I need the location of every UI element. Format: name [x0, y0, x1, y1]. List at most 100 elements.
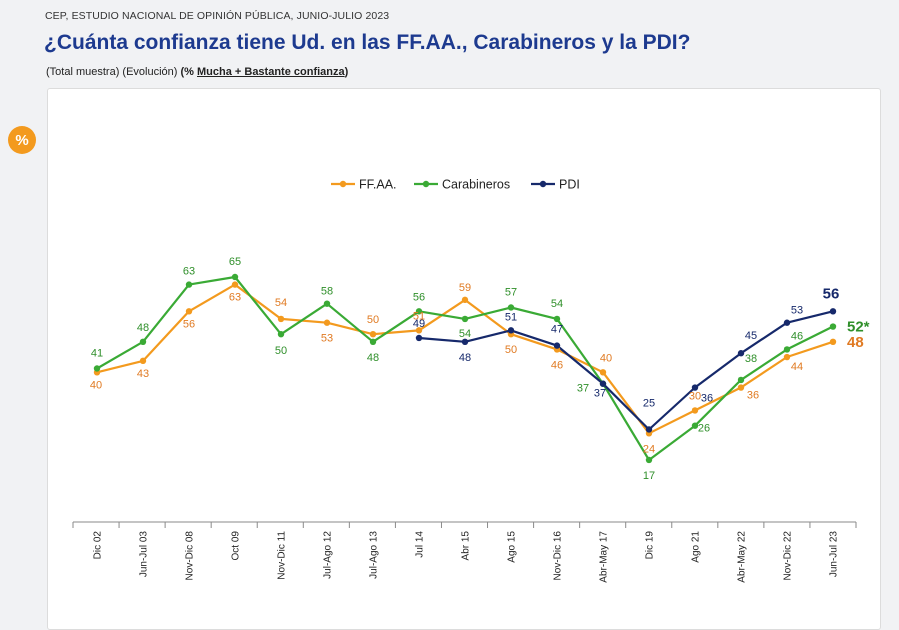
x-tick-label: Jun-Jul 23	[829, 531, 840, 578]
subtitle-emphasis: Mucha + Bastante confianza	[197, 66, 345, 78]
data-point	[829, 308, 837, 315]
data-label: 48	[367, 352, 379, 364]
x-tick-label: Jul 14	[415, 531, 426, 558]
final-value-label: 56	[823, 285, 840, 302]
x-tick-label: Abr 15	[461, 531, 472, 561]
legend-swatch-marker	[339, 180, 347, 188]
data-label: 59	[459, 282, 471, 294]
x-tick-label: Oct 09	[231, 531, 242, 561]
data-label: 37	[594, 388, 606, 400]
data-point	[323, 319, 331, 326]
data-point	[829, 323, 837, 330]
data-point	[507, 304, 515, 311]
data-label: 63	[183, 266, 195, 278]
data-label: 47	[551, 324, 563, 336]
percent-icon: %	[8, 126, 36, 154]
x-tick-label: Nov-Dic 08	[185, 531, 196, 581]
data-point	[645, 426, 653, 433]
data-label: 46	[791, 330, 803, 342]
subtitle: (Total muestra) (Evolución) (% Mucha + B…	[46, 66, 348, 78]
x-tick-label: Ago 15	[507, 531, 518, 563]
series-line-2	[418, 310, 834, 431]
data-point	[737, 384, 745, 391]
data-point	[645, 456, 653, 464]
data-point	[231, 273, 239, 281]
data-label: 44	[791, 361, 803, 373]
data-label: 65	[229, 256, 241, 268]
data-point	[139, 357, 147, 365]
data-point	[691, 384, 699, 391]
data-label: 49	[413, 318, 425, 330]
x-tick-label: Nov-Dic 11	[277, 531, 288, 580]
data-label: 58	[321, 286, 333, 298]
legend-label: PDI	[559, 178, 580, 192]
x-tick-label: Jul-Ago 12	[323, 531, 334, 579]
data-point	[829, 338, 837, 345]
data-label: 51	[505, 311, 517, 323]
x-tick-label: Abr-May 22	[737, 531, 748, 583]
data-point	[185, 308, 193, 315]
data-label: 57	[505, 286, 517, 298]
data-label: 54	[275, 297, 287, 309]
data-label: 36	[701, 393, 713, 405]
data-point	[323, 300, 331, 307]
data-point	[139, 338, 147, 345]
data-label: 46	[551, 359, 563, 371]
data-label: 45	[745, 330, 757, 342]
data-point	[737, 376, 745, 384]
source-note: CEP, ESTUDIO NACIONAL DE OPINIÓN PÚBLICA…	[45, 10, 390, 22]
data-label: 38	[745, 353, 757, 365]
data-label: 36	[747, 390, 759, 402]
data-label: 50	[367, 314, 379, 326]
data-label: 26	[698, 423, 710, 435]
data-point	[783, 346, 791, 353]
legend-label: Carabineros	[442, 178, 510, 192]
data-point	[599, 369, 607, 376]
data-point	[737, 350, 745, 357]
subtitle-prefix: (Total muestra) (Evolución)	[46, 66, 181, 78]
data-point	[277, 330, 285, 338]
data-point	[691, 407, 699, 414]
data-point	[415, 334, 423, 342]
legend-swatch-marker	[422, 180, 430, 188]
x-tick-label: Jul-Ago 13	[369, 531, 380, 579]
series-line-1	[96, 275, 834, 462]
data-label: 63	[229, 292, 241, 304]
data-label: 24	[643, 443, 655, 455]
data-point	[185, 281, 193, 288]
data-label: 51	[413, 310, 425, 322]
data-point	[415, 327, 423, 334]
data-point	[599, 380, 607, 387]
data-label: 53	[791, 305, 803, 317]
data-point	[231, 281, 239, 288]
subtitle-close: )	[344, 66, 349, 78]
data-point	[461, 296, 469, 304]
data-point	[415, 308, 423, 315]
data-label: 50	[275, 345, 287, 357]
final-value-label: 48	[847, 334, 864, 351]
chart-panel	[47, 88, 881, 630]
data-label: 56	[413, 291, 425, 303]
data-label: 30	[689, 390, 701, 402]
data-label: 40	[600, 352, 612, 364]
final-value-label: 52*	[847, 319, 870, 336]
data-label: 25	[643, 397, 655, 409]
x-tick-label: Ago 21	[691, 531, 702, 563]
x-tick-label: Dic 02	[93, 531, 104, 560]
data-label: 17	[643, 470, 655, 482]
data-point	[369, 330, 377, 338]
data-point	[507, 327, 515, 334]
subtitle-open: (%	[180, 66, 197, 78]
data-label: 50	[505, 344, 517, 356]
data-point	[461, 338, 469, 345]
page-title: ¿Cuánta confianza tiene Ud. en las FF.AA…	[44, 31, 691, 54]
data-label: 41	[91, 347, 103, 359]
data-label: 37	[577, 383, 589, 395]
legend-swatch-marker	[539, 180, 547, 188]
data-label: 56	[183, 318, 195, 330]
data-point	[277, 315, 285, 323]
data-label: 48	[137, 322, 149, 334]
x-tick-label: Dic 19	[645, 531, 656, 560]
data-label: 43	[137, 368, 149, 380]
